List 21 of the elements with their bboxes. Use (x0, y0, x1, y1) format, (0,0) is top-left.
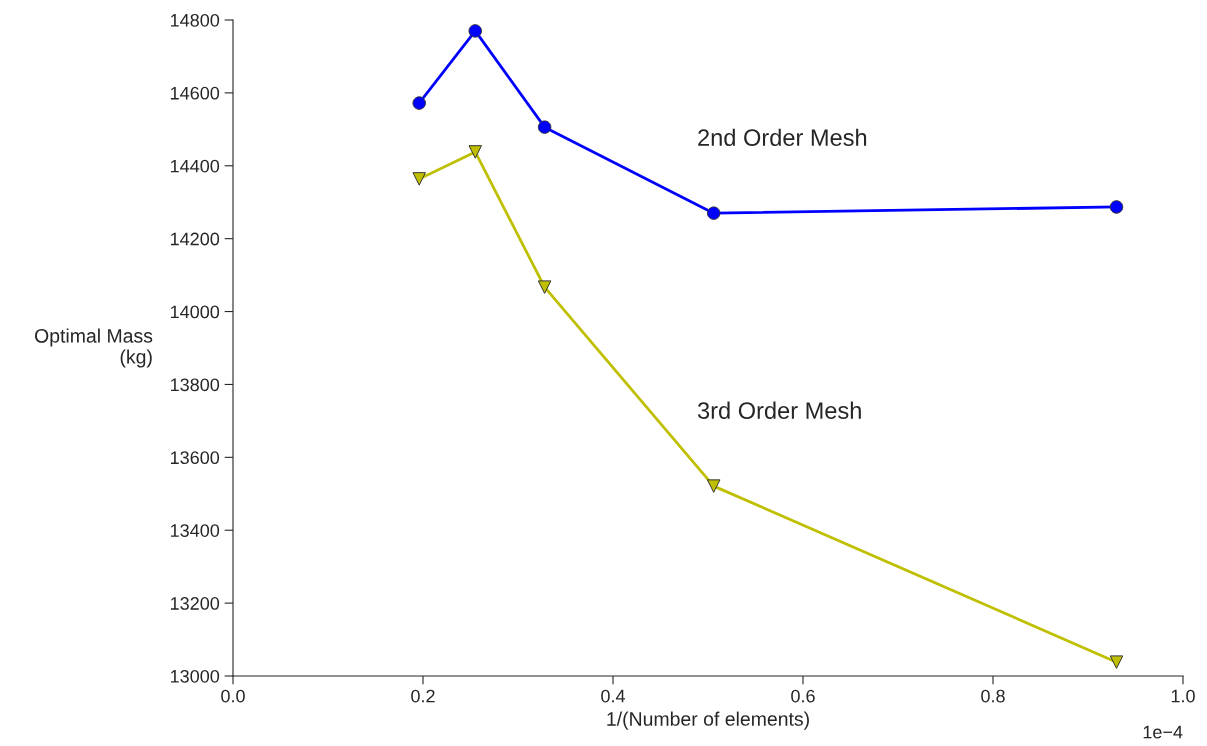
x-tick-label: 0.2 (411, 689, 435, 703)
y-tick-label: 13800 (170, 378, 220, 392)
x-tick-label: 1.0 (1171, 689, 1195, 703)
text: 1e−4 (1143, 725, 1183, 739)
y-tick-label: 14600 (170, 86, 220, 100)
text: 2nd Order Mesh (698, 128, 867, 146)
x-tick-label: 0.0 (221, 689, 245, 703)
y-tick-label: 14000 (170, 305, 220, 319)
x-tick-label: 0.6 (791, 689, 815, 703)
y-tick-label: 14800 (170, 13, 220, 27)
series-label: 3rd Order Mesh (697, 401, 861, 419)
y-axis-title: Optimal Mass (kg) (35, 328, 153, 368)
y-tick-label: 14400 (170, 159, 220, 173)
y-tick-label: 13000 (170, 669, 220, 683)
x-tick-label: 0.8 (981, 689, 1005, 703)
y-tick-label: 13600 (170, 451, 220, 465)
y-tick-label: 14200 (170, 232, 220, 246)
x-axis-title: 1/(Number of elements) (607, 711, 809, 730)
x-tick-label: 0.4 (601, 689, 626, 703)
y-tick-label: 13400 (170, 524, 220, 537)
y-tick-label: 13200 (170, 597, 220, 610)
